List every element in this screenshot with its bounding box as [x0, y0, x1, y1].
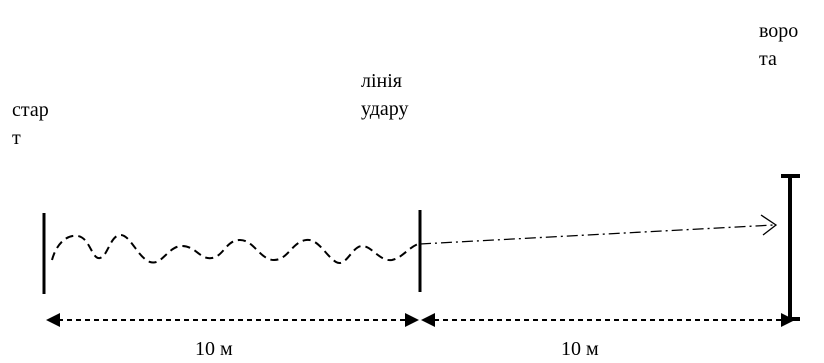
start-label-line-1: стар — [12, 99, 49, 121]
distance-arrowhead-1-left — [46, 313, 60, 327]
strike-line-label-line-2: удару — [361, 98, 409, 120]
distance-arrowhead-1-right — [405, 313, 419, 327]
distance-label-1: 10 м — [195, 338, 233, 360]
shot-arrowhead — [760, 214, 778, 236]
start-label-line-2: т — [12, 127, 21, 149]
goal-label: воро та — [759, 17, 798, 73]
goal-label-line-1: воро — [759, 20, 799, 42]
distance-label-2: 10 м — [561, 338, 599, 360]
goal-label-line-2: та — [759, 48, 777, 70]
strike-line-label-line-1: лінія — [361, 70, 402, 92]
distance-arrowhead-2-left — [421, 313, 435, 327]
dribble-path — [51, 234, 419, 264]
strike-line-label: лінія удару — [361, 67, 409, 123]
start-label: стар т — [12, 96, 49, 152]
shot-trajectory — [419, 224, 775, 245]
distance-arrowhead-2-right — [781, 313, 795, 327]
goal-post — [781, 174, 800, 321]
